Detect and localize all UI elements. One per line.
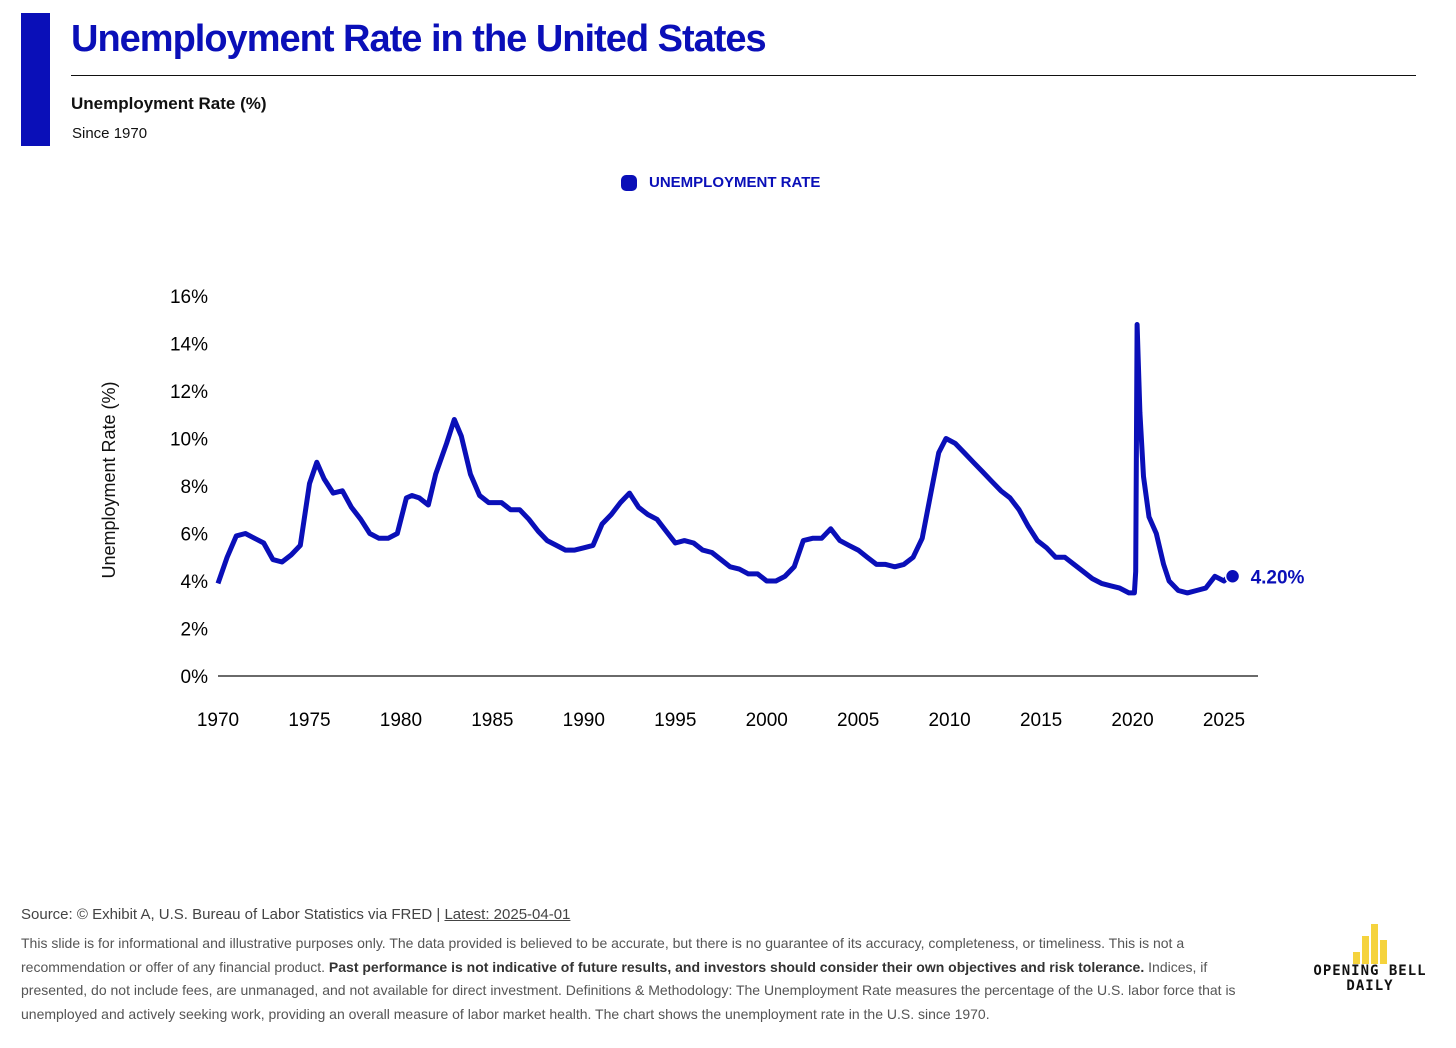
y-tick-label: 0% [181, 667, 209, 688]
x-tick-label: 2005 [837, 710, 879, 731]
x-tick-label: 2025 [1203, 710, 1245, 731]
disclaimer: This slide is for informational and illu… [21, 932, 1261, 1026]
latest-point-marker [1224, 568, 1241, 584]
y-tick-label: 14% [170, 335, 208, 356]
disclaimer-bold: Past performance is not indicative of fu… [328, 958, 1145, 975]
logo-line-1: OPENING BELL [1313, 963, 1427, 979]
x-tick-label: 1995 [654, 710, 696, 731]
y-tick-label: 8% [181, 477, 209, 498]
y-tick-label: 2% [181, 620, 209, 641]
logo-bars-icon [1300, 922, 1440, 964]
logo-line-2: DAILY [1346, 978, 1394, 994]
y-tick-label: 16% [170, 287, 208, 308]
x-tick-label: 1970 [197, 710, 239, 731]
latest-date-link[interactable]: Latest: 2025-04-01 [444, 906, 571, 923]
disclaimer-text-2: Indices, if presented, do not include fe… [21, 958, 1236, 1022]
legend-marker-icon [621, 174, 637, 191]
disclaimer-text: This slide is for informational and illu… [21, 935, 1185, 975]
y-tick-label: 4% [181, 572, 209, 593]
x-tick-label: 1990 [563, 710, 605, 731]
title-divider [71, 75, 1416, 76]
accent-bar [21, 13, 50, 146]
x-tick-label: 1980 [380, 710, 422, 731]
y-tick-label: 6% [181, 525, 209, 546]
y-tick-label: 10% [170, 430, 208, 451]
source-text: Source: © Exhibit A, U.S. Bureau of Labo… [21, 906, 445, 923]
source-line: Source: © Exhibit A, U.S. Bureau of Labo… [21, 906, 570, 923]
legend: UNEMPLOYMENT RATE [621, 174, 820, 191]
x-tick-label: 2015 [1020, 710, 1062, 731]
latest-value-label: 4.20% [1251, 567, 1305, 588]
x-tick-label: 1985 [471, 710, 513, 731]
opening-bell-logo: OPENING BELL DAILY [1300, 922, 1440, 994]
y-axis-label: Unemployment Rate (%) [99, 381, 119, 578]
page-title: Unemployment Rate in the United States [71, 18, 767, 60]
legend-label: UNEMPLOYMENT RATE [649, 174, 821, 191]
x-tick-label: 2020 [1111, 710, 1153, 731]
chart-subtitle: Unemployment Rate (%) [71, 94, 267, 113]
x-tick-label: 2010 [928, 710, 970, 731]
x-tick-label: 2000 [746, 710, 788, 731]
x-tick-label: 1975 [288, 710, 330, 731]
y-tick-label: 12% [170, 382, 208, 403]
chart-since: Since 1970 [72, 125, 148, 142]
series-line-unemployment [215, 322, 1231, 596]
